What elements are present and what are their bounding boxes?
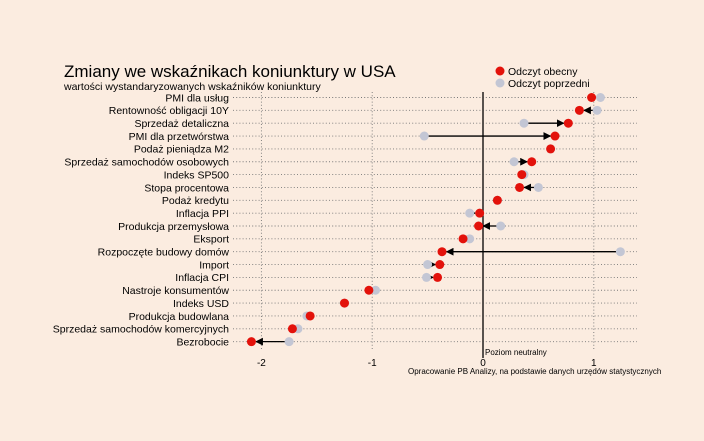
current-dot bbox=[515, 182, 525, 192]
current-dot bbox=[458, 234, 468, 244]
category-label: Produkcja przemysłowa bbox=[118, 221, 229, 233]
current-dot bbox=[574, 105, 584, 115]
chart-title: Zmiany we wskaźnikach koniunktury w USA bbox=[64, 62, 396, 81]
category-label: Sprzedaż detaliczna bbox=[134, 118, 229, 130]
category-label: Podaż kredytu bbox=[162, 195, 229, 207]
category-label: Produkcja budowlana bbox=[129, 311, 230, 323]
current-dot bbox=[246, 337, 256, 347]
category-label: Bezrobocie bbox=[176, 336, 229, 348]
previous-dot bbox=[615, 247, 625, 257]
x-tick-label: -2 bbox=[257, 358, 266, 369]
x-tick-label: -1 bbox=[368, 358, 377, 369]
legend-previous-marker bbox=[495, 78, 505, 88]
category-label: Indeks USD bbox=[173, 298, 229, 310]
change-arrows bbox=[255, 106, 617, 346]
previous-dot bbox=[423, 260, 433, 270]
category-label: Sprzedaż samochodów komercyjnych bbox=[53, 324, 229, 336]
previous-dot bbox=[496, 221, 506, 231]
chart-subtitle: wartości wystandaryzowanych wskaźników k… bbox=[63, 81, 322, 93]
current-dot bbox=[550, 131, 560, 141]
previous-dot bbox=[533, 182, 543, 192]
legend-previous-label: Odczyt poprzedni bbox=[508, 78, 590, 90]
category-label: Inflacja CPI bbox=[175, 272, 229, 284]
previous-dot bbox=[595, 93, 605, 102]
current-dot bbox=[492, 195, 502, 205]
previous-dot bbox=[509, 157, 519, 167]
legend: Odczyt obecny Odczyt poprzedni bbox=[495, 66, 590, 90]
previous-dot bbox=[284, 337, 294, 347]
category-label: Rozpoczęte budowy domów bbox=[98, 247, 230, 259]
zero-axis: Poziom neutralny bbox=[482, 92, 547, 358]
category-label: Eksport bbox=[193, 234, 229, 246]
x-tick-label: 0 bbox=[480, 358, 486, 369]
previous-dot bbox=[465, 208, 475, 218]
x-tick-label: 1 bbox=[591, 358, 597, 369]
category-label: Inflacja PPI bbox=[176, 208, 229, 220]
previous-dot bbox=[519, 118, 529, 128]
previous-dot bbox=[592, 105, 602, 115]
current-dot bbox=[287, 324, 297, 334]
current-dot bbox=[474, 221, 484, 231]
category-label: PMI dla przetwórstwa bbox=[129, 131, 230, 143]
current-dot bbox=[435, 260, 445, 270]
current-dot bbox=[475, 208, 485, 218]
category-label: PMI dla usług bbox=[165, 92, 229, 104]
source-note: Opracowanie PB Analizy, na podstawie dan… bbox=[408, 367, 661, 376]
grid bbox=[233, 92, 637, 350]
current-dot bbox=[587, 93, 597, 102]
current-dots bbox=[246, 93, 597, 347]
current-dot bbox=[546, 144, 556, 154]
previous-dot bbox=[419, 131, 429, 141]
legend-current-label: Odczyt obecny bbox=[508, 66, 578, 78]
legend-current-marker bbox=[495, 66, 505, 76]
category-label: Rentowność obligacji 10Y bbox=[109, 105, 229, 117]
current-dot bbox=[305, 311, 315, 321]
current-dot bbox=[437, 247, 447, 257]
x-ticks: -2 -1 0 1 bbox=[257, 358, 597, 369]
category-label: Sprzedaż samochodów osobowych bbox=[64, 157, 229, 169]
category-label: Indeks SP500 bbox=[164, 169, 230, 181]
previous-dot bbox=[371, 285, 381, 295]
zero-line-label: Poziom neutralny bbox=[485, 348, 547, 357]
current-dot bbox=[563, 118, 573, 128]
previous-dot bbox=[421, 272, 431, 282]
previous-dots bbox=[284, 93, 625, 347]
current-dot bbox=[433, 272, 443, 282]
current-dot bbox=[517, 170, 527, 180]
current-dot bbox=[364, 285, 374, 295]
category-label: Stopa procentowa bbox=[144, 182, 229, 194]
category-label: Import bbox=[199, 259, 229, 271]
category-label: Nastroje konsumentów bbox=[122, 285, 229, 297]
current-dot bbox=[527, 157, 537, 167]
current-dot bbox=[340, 298, 349, 308]
category-label: Podaż pieniądza M2 bbox=[134, 144, 229, 156]
previous-dot bbox=[465, 234, 475, 244]
